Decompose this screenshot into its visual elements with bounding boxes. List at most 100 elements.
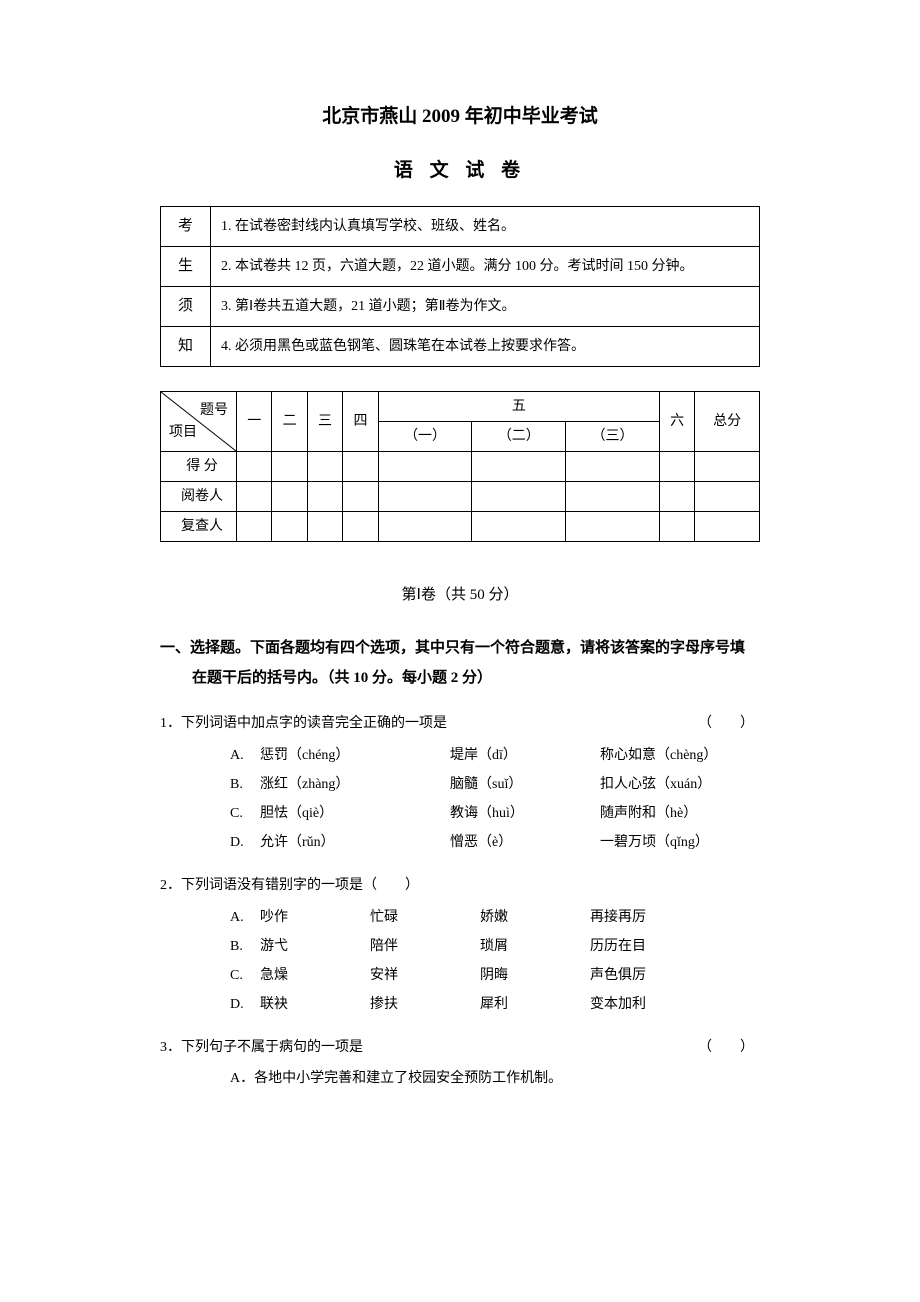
score-cell (307, 512, 342, 542)
score-row-label-0: 得 分 (161, 452, 237, 482)
q2-a-c1: 吵作 (260, 905, 370, 930)
part-1-heading-line1: 一、选择题。下面各题均有四个选项，其中只有一个符合题意，请将该答案的字母序号填 (160, 633, 760, 663)
exam-title: 北京市燕山 2009 年初中毕业考试 (160, 100, 760, 134)
q2-a-c2: 忙碌 (370, 905, 480, 930)
score-col-1: 一 (237, 392, 272, 452)
q2-c-c3: 阴晦 (480, 963, 590, 988)
q2-d-label: D. (230, 992, 260, 1017)
score-col-5: 五 (378, 392, 659, 422)
q2-b-c1: 游弋 (260, 934, 370, 959)
q3-stem: 3．下列句子不属于病句的一项是 (160, 1035, 363, 1060)
score-cell (307, 482, 342, 512)
q2-option-a: A. 吵作 忙碌 娇嫩 再接再厉 (230, 905, 760, 930)
q3-option-a: A．各地中小学完善和建立了校园安全预防工作机制。 (230, 1066, 760, 1091)
score-col-2: 二 (272, 392, 307, 452)
question-1: 1．下列词语中加点字的读音完全正确的一项是 （ ） (160, 711, 760, 736)
q2-d-c3: 犀利 (480, 992, 590, 1017)
q2-b-c4: 历历在目 (590, 934, 760, 959)
score-cell (472, 512, 566, 542)
q1-a-label: A. (230, 743, 260, 768)
score-cell (695, 512, 760, 542)
q2-c-c1: 急燥 (260, 963, 370, 988)
q1-option-a: A. 惩罚（chéng） 堤岸（dī） 称心如意（chèng） (230, 743, 760, 768)
score-cell (378, 512, 472, 542)
q1-b-c1: 涨红（zhàng） (260, 772, 450, 797)
q2-stem: 2．下列词语没有错别字的一项是（ ） (160, 873, 419, 898)
question-3: 3．下列句子不属于病句的一项是 （ ） (160, 1035, 760, 1060)
q2-b-label: B. (230, 934, 260, 959)
score-cell (237, 482, 272, 512)
q1-a-c1: 惩罚（chéng） (260, 743, 450, 768)
q2-c-label: C. (230, 963, 260, 988)
q1-c-label: C. (230, 801, 260, 826)
score-cell (237, 452, 272, 482)
score-col-4: 四 (343, 392, 378, 452)
question-2: 2．下列词语没有错别字的一项是（ ） (160, 873, 760, 898)
q2-b-c3: 琐屑 (480, 934, 590, 959)
score-cell (307, 452, 342, 482)
q1-d-c2: 憎恶（è） (450, 830, 600, 855)
q3-paren: （ ） (698, 1035, 754, 1060)
q1-a-c2: 堤岸（dī） (450, 743, 600, 768)
q1-d-label: D. (230, 830, 260, 855)
instr-line-1: 2. 本试卷共 12 页，六道大题，22 道小题。满分 100 分。考试时间 1… (211, 247, 760, 287)
score-col-3: 三 (307, 392, 342, 452)
instr-left-1: 生 (161, 247, 211, 287)
part-1-heading: 一、选择题。下面各题均有四个选项，其中只有一个符合题意，请将该答案的字母序号填 … (160, 633, 760, 693)
score-cell (472, 482, 566, 512)
score-cell (237, 512, 272, 542)
part-1-heading-line2: 在题干后的括号内。（共 10 分。每小题 2 分） (192, 663, 760, 693)
score-cell (272, 452, 307, 482)
score-cell (343, 512, 378, 542)
score-cell (378, 452, 472, 482)
score-cell (659, 512, 694, 542)
q2-c-c4: 声色俱厉 (590, 963, 760, 988)
diag-top-label: 题号 (200, 398, 228, 423)
exam-subtitle: 语 文 试 卷 (160, 154, 760, 188)
q1-option-c: C. 胆怯（qiè） 教诲（huì） 随声附和（hè） (230, 801, 760, 826)
score-col-6: 六 (659, 392, 694, 452)
q2-a-label: A. (230, 905, 260, 930)
score-cell (695, 482, 760, 512)
score-sub5-3: （三） (566, 422, 660, 452)
q1-c-c1: 胆怯（qiè） (260, 801, 450, 826)
score-sub5-1: （一） (378, 422, 472, 452)
q2-d-c4: 变本加利 (590, 992, 760, 1017)
score-cell (659, 482, 694, 512)
score-diag-cell: 题号 项目 (161, 392, 237, 452)
instr-left-0: 考 (161, 207, 211, 247)
score-cell (343, 452, 378, 482)
score-sub5-2: （二） (472, 422, 566, 452)
q1-stem: 1．下列词语中加点字的读音完全正确的一项是 (160, 711, 447, 736)
q1-options: A. 惩罚（chéng） 堤岸（dī） 称心如意（chèng） B. 涨红（zh… (230, 743, 760, 856)
score-cell (695, 452, 760, 482)
score-cell (566, 452, 660, 482)
instr-left-3: 知 (161, 327, 211, 367)
score-cell (272, 482, 307, 512)
q2-d-c2: 掺扶 (370, 992, 480, 1017)
q1-option-d: D. 允许（rǔn） 憎恶（è） 一碧万顷（qǐng） (230, 830, 760, 855)
score-cell (566, 512, 660, 542)
q1-b-c2: 脑髓（suǐ） (450, 772, 600, 797)
score-cell (378, 482, 472, 512)
score-cell (272, 512, 307, 542)
q2-a-c3: 娇嫩 (480, 905, 590, 930)
q1-c-c3: 随声附和（hè） (600, 801, 760, 826)
q2-option-b: B. 游弋 陪伴 琐屑 历历在目 (230, 934, 760, 959)
q2-options: A. 吵作 忙碌 娇嫩 再接再厉 B. 游弋 陪伴 琐屑 历历在目 C. 急燥 … (230, 905, 760, 1018)
q1-a-c3: 称心如意（chèng） (600, 743, 760, 768)
q1-d-c3: 一碧万顷（qǐng） (600, 830, 760, 855)
instr-line-0: 1. 在试卷密封线内认真填写学校、班级、姓名。 (211, 207, 760, 247)
instr-line-3: 4. 必须用黑色或蓝色钢笔、圆珠笔在本试卷上按要求作答。 (211, 327, 760, 367)
instr-left-2: 须 (161, 287, 211, 327)
score-row-label-1: 阅卷人 (161, 482, 237, 512)
q1-option-b: B. 涨红（zhàng） 脑髓（suǐ） 扣人心弦（xuán） (230, 772, 760, 797)
score-cell (659, 452, 694, 482)
q1-b-label: B. (230, 772, 260, 797)
instr-line-2: 3. 第Ⅰ卷共五道大题，21 道小题；第Ⅱ卷为作文。 (211, 287, 760, 327)
score-col-total: 总分 (695, 392, 760, 452)
score-cell (566, 482, 660, 512)
score-cell (343, 482, 378, 512)
q2-c-c2: 安祥 (370, 963, 480, 988)
q2-option-d: D. 联袂 掺扶 犀利 变本加利 (230, 992, 760, 1017)
